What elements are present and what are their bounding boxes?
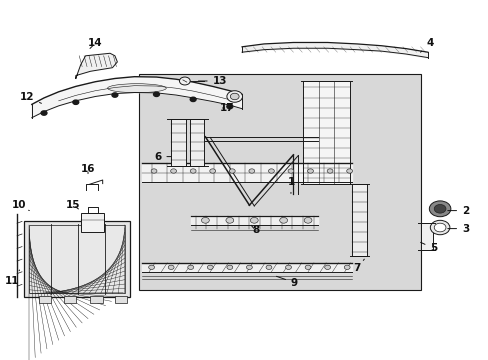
Circle shape [433,223,445,232]
Circle shape [248,169,254,173]
Circle shape [344,265,349,269]
Circle shape [190,97,196,102]
Bar [420,223,432,250]
Circle shape [285,265,291,269]
Circle shape [148,265,154,269]
Circle shape [230,93,239,100]
Bar [24,221,129,297]
Circle shape [207,265,213,269]
Circle shape [226,265,232,269]
Circle shape [73,100,79,104]
Circle shape [305,265,310,269]
Text: 14: 14 [88,38,102,49]
Circle shape [41,111,47,115]
Text: 12: 12 [20,92,41,103]
Circle shape [112,93,118,97]
Bar [115,296,127,303]
Circle shape [151,169,157,173]
Circle shape [246,265,252,269]
Circle shape [179,77,190,85]
Circle shape [153,92,159,96]
Polygon shape [76,53,117,78]
Polygon shape [32,77,242,118]
Text: 10: 10 [11,200,29,211]
Circle shape [346,169,352,173]
Bar [351,184,366,256]
Text: 5: 5 [420,242,437,253]
Text: 2: 2 [447,206,468,216]
Text: 16: 16 [81,164,95,174]
Bar [139,74,420,290]
Circle shape [428,201,450,217]
Text: 8: 8 [251,225,259,235]
Text: 4: 4 [420,38,433,52]
Polygon shape [142,263,351,272]
Circle shape [326,169,332,173]
Circle shape [268,169,274,173]
Circle shape [250,217,258,223]
Circle shape [429,220,449,235]
Text: 6: 6 [154,152,170,162]
Bar [90,296,102,303]
Circle shape [287,169,293,173]
Circle shape [304,217,311,223]
Bar [303,81,349,184]
Text: 13: 13 [198,76,227,86]
Ellipse shape [107,84,166,93]
Text: 15: 15 [66,200,81,210]
Circle shape [190,169,196,173]
Text: 17: 17 [220,103,234,113]
Text: 1: 1 [287,177,294,193]
Text: 9: 9 [276,276,298,288]
Bar [29,225,124,293]
Polygon shape [142,163,351,182]
Circle shape [225,217,233,223]
Bar [189,119,204,166]
Bar [81,213,104,232]
Circle shape [187,265,193,269]
Circle shape [226,104,232,109]
Circle shape [229,169,235,173]
Circle shape [433,204,445,213]
Circle shape [226,91,242,102]
Circle shape [168,265,174,269]
Text: 3: 3 [447,224,468,234]
Bar [171,119,185,166]
Circle shape [170,169,176,173]
Circle shape [201,217,209,223]
Bar [63,296,76,303]
Circle shape [265,265,271,269]
Circle shape [209,169,215,173]
Bar [39,296,51,303]
Circle shape [324,265,330,269]
Text: 11: 11 [5,270,20,286]
Text: 7: 7 [352,259,364,273]
Polygon shape [190,216,317,225]
Circle shape [307,169,313,173]
Circle shape [279,217,287,223]
